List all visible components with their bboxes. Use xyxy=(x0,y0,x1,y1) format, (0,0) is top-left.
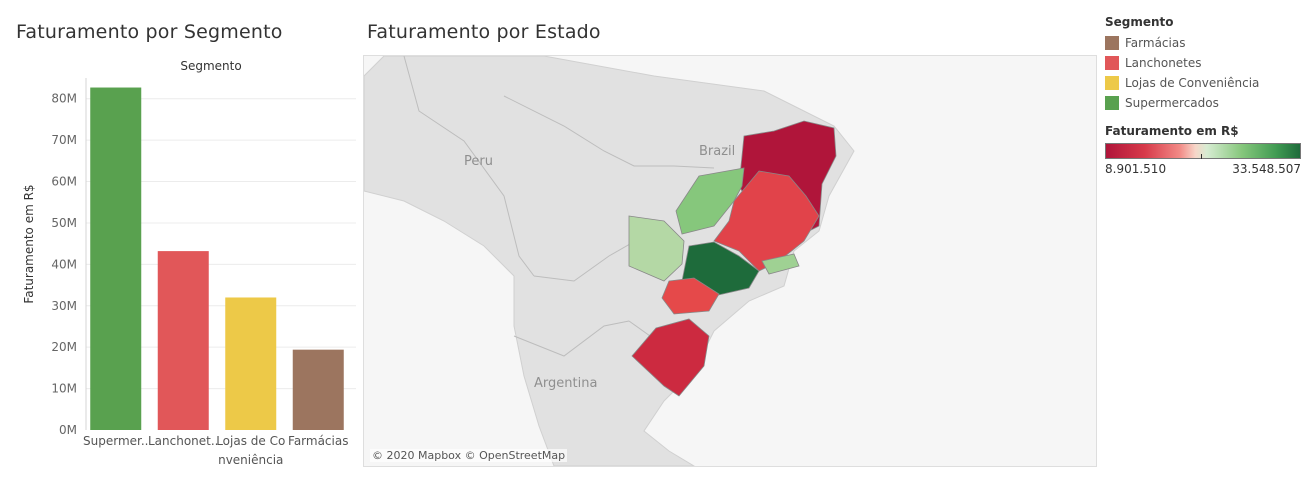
legend-label: Supermercados xyxy=(1125,96,1219,110)
brazil-states[interactable] xyxy=(628,120,837,397)
state-goias[interactable] xyxy=(675,167,745,235)
map-title: Faturamento por Estado xyxy=(367,21,601,43)
legend-item[interactable]: Lojas de Conveniência xyxy=(1105,73,1305,93)
legend-item[interactable]: Farmácias xyxy=(1105,33,1305,53)
state-rio-de-janeiro[interactable] xyxy=(761,253,800,275)
bar-lojas-de-conveniência[interactable] xyxy=(225,297,277,430)
legend-label: Farmácias xyxy=(1125,36,1186,50)
color-scale-legend: Faturamento em R$ 8.901.510 33.548.507 xyxy=(1105,124,1305,176)
bar-chart-header: Segmento xyxy=(180,59,241,73)
y-tick-label: 60M xyxy=(51,175,77,189)
color-legend-title: Faturamento em R$ xyxy=(1105,124,1239,138)
map-attribution[interactable]: © 2020 Mapbox © OpenStreetMap xyxy=(370,449,568,462)
country-label-argentina: Argentina xyxy=(534,376,598,391)
y-tick-label: 50M xyxy=(51,216,77,230)
bar-lanchonetes[interactable] xyxy=(157,251,209,430)
color-gradient-bar xyxy=(1105,143,1301,159)
x-tick-label: Lojas de Co xyxy=(216,434,285,448)
y-tick-label: 0M xyxy=(59,423,77,437)
legend-item[interactable]: Supermercados xyxy=(1105,93,1305,113)
y-tick-label: 70M xyxy=(51,133,77,147)
segment-legend-title: Segmento xyxy=(1105,15,1174,29)
legend-label: Lanchonetes xyxy=(1125,56,1202,70)
bar-farmácias[interactable] xyxy=(292,349,344,430)
legend-swatch xyxy=(1105,36,1119,50)
y-tick-label: 40M xyxy=(51,257,77,271)
country-label-brazil: Brazil xyxy=(699,144,736,159)
country-label-peru: Peru xyxy=(464,154,493,169)
segment-legend: Segmento Farmácias Lanchonetes Lojas de … xyxy=(1105,15,1305,113)
map-canvas[interactable] xyxy=(364,56,1096,466)
y-tick-label: 10M xyxy=(51,382,77,396)
state-mato-grosso-do-sul[interactable] xyxy=(628,215,685,282)
south-america-landmass xyxy=(364,56,855,466)
x-tick-label: Supermer.. xyxy=(83,434,148,448)
color-legend-max: 33.548.507 xyxy=(1232,162,1301,176)
legend-swatch xyxy=(1105,76,1119,90)
x-tick-label: Farmácias xyxy=(288,434,348,448)
legend-swatch xyxy=(1105,96,1119,110)
country-borders xyxy=(403,56,715,357)
color-legend-min: 8.901.510 xyxy=(1105,162,1167,176)
state-rio-grande-do-sul[interactable] xyxy=(631,318,710,397)
bar-supermercados[interactable] xyxy=(90,87,142,430)
legend-item[interactable]: Lanchonetes xyxy=(1105,53,1305,73)
y-tick-label: 30M xyxy=(51,299,77,313)
x-tick-label: Lanchonet.. xyxy=(148,434,219,448)
legend-swatch xyxy=(1105,56,1119,70)
y-tick-label: 80M xyxy=(51,92,77,106)
x-tick-label: nveniência xyxy=(218,453,283,467)
y-axis-title: Faturamento em R$ xyxy=(22,184,36,303)
bar-chart[interactable]: Segmento 0M 10M 20M 30M 40M 50M 60M 70M 80M Fatura… xyxy=(0,50,360,470)
bar-chart-title: Faturamento por Segmento xyxy=(16,21,283,43)
map-panel[interactable]: Peru Brazil Argentina © 2020 Mapbox © Op… xyxy=(363,55,1097,467)
gradient-midpoint-tick xyxy=(1201,154,1202,159)
legend-label: Lojas de Conveniência xyxy=(1125,76,1260,90)
y-tick-label: 20M xyxy=(51,340,77,354)
state-parana[interactable] xyxy=(661,277,720,315)
